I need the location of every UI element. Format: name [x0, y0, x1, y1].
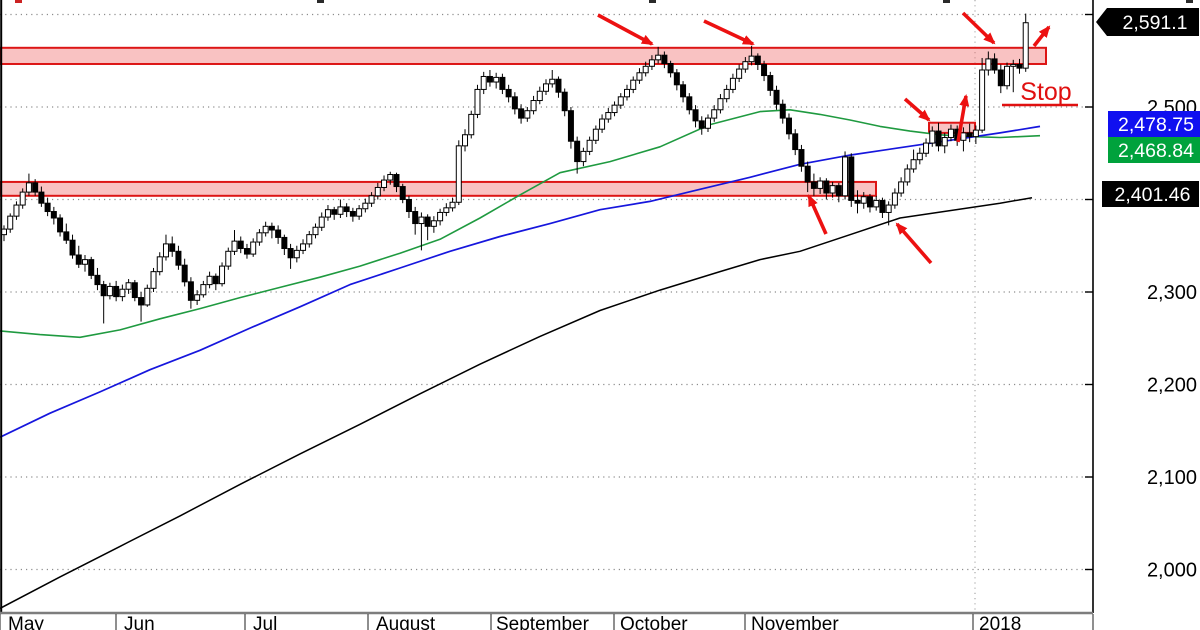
indicator-price-tag [1108, 137, 1200, 163]
horizontal-gridlines [0, 13, 1093, 571]
month-label: Jun [124, 614, 155, 630]
month-label: Jul [253, 614, 277, 630]
ma-blue [0, 125, 1041, 438]
price-tags: 2,591.1 2,478.75 2,468.84 2,401.46 [1096, 8, 1200, 207]
stop-label: Stop [1020, 78, 1071, 106]
y-axis-label: 2,200 [1147, 375, 1197, 397]
ma-green [0, 109, 1041, 339]
last-price-pointer [1096, 8, 1199, 36]
price-tag-value: 2,468.84 [1118, 140, 1194, 162]
candlestick-series [1, 13, 1029, 324]
price-tag-value: 2,591.1 [1122, 12, 1187, 34]
month-label: October [620, 614, 688, 630]
price-zones [0, 46, 1047, 197]
month-label: August [376, 614, 436, 630]
month-label: May [8, 614, 44, 630]
month-label: September [496, 614, 590, 630]
indicator-price-tag [1102, 181, 1199, 207]
month-label: 2018 [979, 614, 1021, 630]
price-tag-value: 2,401.46 [1115, 184, 1191, 206]
month-label: November [751, 614, 839, 630]
y-axis-label: 2,100 [1147, 467, 1197, 489]
upper-resistance-zone [0, 46, 1047, 65]
month-axis: May Jun Jul August September October November 2… [0, 611, 1094, 630]
annotation-arrows [597, 11, 1051, 265]
y-axis-label: 2,000 [1147, 560, 1197, 582]
lower-support-zone [0, 180, 877, 197]
ma-black [0, 196, 1033, 610]
price-tag-value: 2,478.75 [1118, 114, 1194, 136]
clipped-title-fragments [15, 0, 1193, 3]
indicator-price-tag [1108, 111, 1200, 137]
y-axis-label: 2,300 [1147, 282, 1197, 304]
stop-annotation: Stop [1002, 78, 1078, 107]
